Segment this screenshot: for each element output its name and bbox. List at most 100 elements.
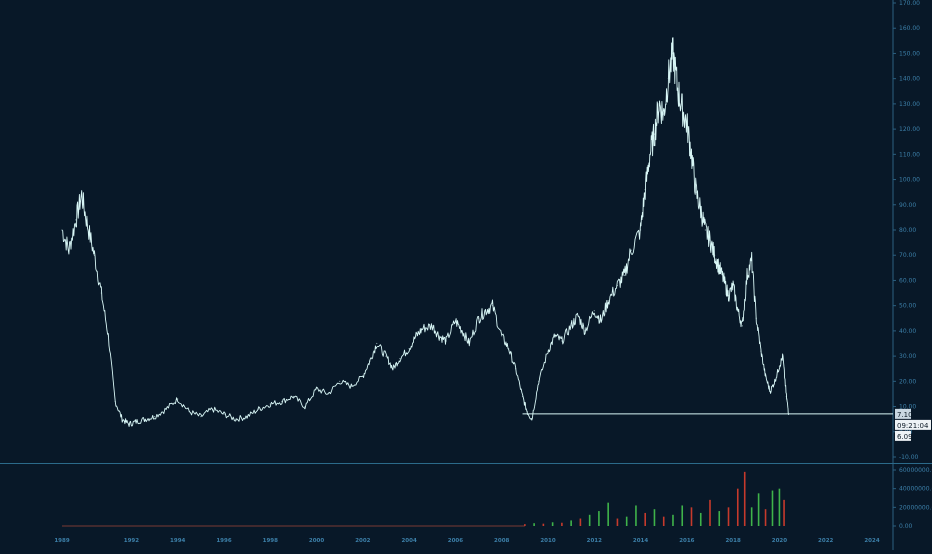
- price-data-point: [246, 416, 248, 418]
- countdown-tag: [895, 419, 931, 430]
- price-data-point: [75, 219, 77, 221]
- y-tick-label: 30.00: [899, 353, 916, 360]
- price-data-point: [408, 347, 410, 350]
- x-tick-label: 2020: [772, 538, 787, 544]
- price-data-point: [508, 347, 510, 350]
- volume-bar: [551, 522, 554, 526]
- price-data-point: [681, 108, 683, 110]
- volume-bar: [570, 520, 572, 526]
- price-data-point: [376, 342, 378, 345]
- price-data-point: [304, 405, 306, 408]
- x-tick-label: 2008: [494, 538, 509, 544]
- price-data-point: [315, 388, 318, 390]
- x-tick-label: 1989: [54, 538, 69, 544]
- price-data-point: [135, 421, 137, 423]
- price-data-point: [700, 209, 702, 211]
- y-tick-label: 20.00: [899, 378, 916, 385]
- y-tick-label: 10.00: [899, 404, 916, 411]
- y-tick-label: 70.00: [899, 252, 916, 259]
- x-tick-label: 2004: [401, 538, 416, 544]
- x-tick-label: 2022: [818, 538, 833, 544]
- price-data-point: [704, 229, 706, 231]
- volume-y-tick-label: 0.00: [899, 523, 913, 530]
- price-data-point: [672, 52, 674, 55]
- x-tick-label: 2006: [448, 538, 463, 544]
- y-tick-label: -10.00: [899, 454, 919, 461]
- volume-bar: [524, 524, 526, 526]
- price-data-point: [86, 224, 89, 226]
- x-tick-label: 1992: [124, 538, 139, 544]
- price-data-point: [61, 229, 63, 231]
- price-data-point: [782, 355, 784, 357]
- price-data-point: [667, 78, 669, 80]
- price-data-point: [616, 284, 619, 287]
- price-data-point: [570, 325, 572, 327]
- price-data-point: [292, 395, 295, 398]
- current-price-label: 7.10: [897, 411, 913, 419]
- x-tick-label: 1996: [216, 538, 231, 544]
- price-data-point: [211, 408, 214, 410]
- y-tick-label: 100.00: [899, 177, 920, 184]
- volume-bar: [561, 522, 563, 526]
- price-data-point: [128, 423, 130, 425]
- price-data-point: [491, 305, 494, 307]
- price-series-line: [61, 37, 790, 427]
- x-tick-label: 1994: [170, 538, 185, 544]
- price-data-point: [658, 103, 660, 105]
- price-data-point: [577, 315, 579, 317]
- price-data-point: [695, 191, 697, 193]
- y-tick-label: 80.00: [899, 227, 916, 234]
- price-data-point: [741, 325, 744, 327]
- price-data-point: [526, 411, 528, 413]
- price-data-point: [269, 403, 271, 405]
- y-tick-label: 160.00: [899, 25, 920, 32]
- price-data-point: [644, 189, 646, 191]
- price-data-point: [399, 358, 401, 360]
- price-data-point: [93, 254, 95, 256]
- price-data-point: [362, 375, 364, 377]
- y-tick-label: 110.00: [899, 151, 920, 158]
- price-data-point: [737, 310, 739, 312]
- volume-bar: [672, 514, 674, 526]
- x-tick-label: 2014: [633, 538, 648, 544]
- price-data-point: [607, 300, 609, 302]
- volume-bar: [750, 507, 753, 526]
- price-data-point: [445, 340, 447, 342]
- price-data-point: [755, 317, 757, 319]
- volume-bar: [718, 511, 721, 526]
- price-data-point: [515, 368, 517, 370]
- price-data-point: [554, 335, 556, 337]
- price-data-point: [223, 413, 225, 415]
- price-tags: 7.10 09:21:04 6.09: [895, 408, 931, 441]
- price-data-point: [531, 418, 533, 420]
- volume-y-tick-label: 40000000.00: [899, 486, 932, 493]
- volume-bar: [771, 490, 774, 526]
- price-data-point: [785, 395, 787, 398]
- price-data-point: [769, 390, 771, 393]
- price-data-point: [649, 153, 651, 155]
- price-data-point: [690, 153, 693, 155]
- price-data-point: [100, 292, 102, 294]
- price-data-point: [630, 249, 632, 251]
- price-data-point: [723, 279, 725, 282]
- volume-bar: [757, 493, 760, 526]
- x-tick-label: 2002: [355, 538, 370, 544]
- price-data-point: [760, 350, 762, 352]
- price-data-point: [415, 335, 417, 337]
- price-data-point: [501, 335, 503, 337]
- price-data-point: [281, 400, 283, 403]
- y-tick-label: 150.00: [899, 50, 920, 57]
- countdown-label: 09:21:04: [897, 422, 929, 430]
- volume-bar: [764, 509, 767, 526]
- price-data-point: [584, 330, 586, 332]
- volume-bar: [635, 505, 637, 526]
- price-data-point: [639, 229, 642, 231]
- price-data-point: [484, 310, 487, 312]
- price-data-point: [339, 380, 341, 382]
- y-tick-label: 50.00: [899, 303, 916, 310]
- price-data-point: [718, 267, 720, 269]
- volume-bar: [681, 505, 684, 526]
